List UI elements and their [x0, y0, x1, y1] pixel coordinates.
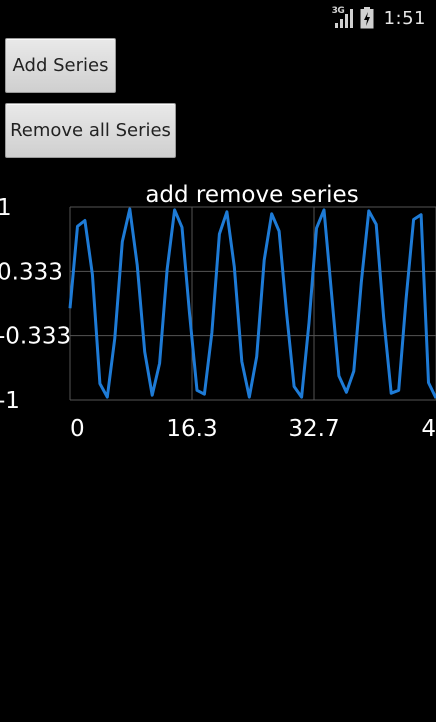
- status-bar: 3G 1:51: [0, 0, 436, 36]
- chart-title: add remove series: [145, 182, 358, 208]
- battery-icon: [360, 7, 374, 29]
- network-type-label: 3G: [331, 6, 345, 16]
- x-tick-label: 0: [70, 416, 85, 442]
- remove-all-series-button[interactable]: Remove all Series: [5, 103, 176, 158]
- y-tick-label: -0.333: [0, 324, 71, 350]
- x-tick-label: 16.3: [166, 416, 217, 442]
- status-clock: 1:51: [383, 7, 426, 29]
- chart-series-layer: [68, 207, 436, 399]
- x-tick-label: 32.7: [288, 416, 339, 442]
- chart-canvas: add remove series 1 0.333 -0.333 -1 0 16.3 32…: [0, 182, 436, 442]
- y-axis-ticks: 1 0.333 -0.333 -1: [0, 195, 71, 414]
- series-line: [68, 207, 436, 399]
- y-tick-label: 0.333: [0, 259, 63, 285]
- add-series-button[interactable]: Add Series: [5, 38, 116, 93]
- chart-grid: [69, 206, 436, 401]
- x-axis-ticks: 0 16.3 32.7 49: [70, 416, 436, 442]
- line-chart: add remove series 1 0.333 -0.333 -1 0 16.3 32…: [0, 174, 436, 444]
- signal-icon: 3G: [331, 6, 354, 29]
- y-tick-label: 1: [0, 195, 12, 221]
- status-icons: 3G 1:51: [331, 6, 426, 29]
- y-tick-label: -1: [0, 388, 20, 414]
- x-tick-label: 49: [421, 416, 436, 442]
